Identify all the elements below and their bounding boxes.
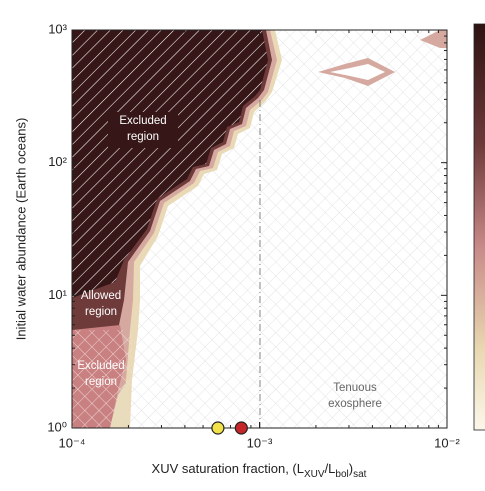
annotation: region bbox=[85, 376, 117, 388]
contour-island bbox=[420, 30, 447, 48]
x-tick-label: 10⁻² bbox=[434, 435, 460, 450]
x-axis-label-part: XUV bbox=[304, 469, 325, 480]
annotation: Excluded bbox=[119, 115, 166, 127]
annotation: exosphere bbox=[328, 398, 382, 410]
x-axis-label-part: ) bbox=[349, 461, 353, 476]
y-tick-label: 10² bbox=[48, 154, 67, 169]
y-tick-label: 10⁰ bbox=[47, 419, 67, 434]
x-tick-label: 10⁻⁴ bbox=[59, 435, 86, 450]
x-axis-label-part: /L bbox=[325, 461, 336, 476]
label-backdrop bbox=[108, 112, 178, 148]
contour-band bbox=[110, 380, 130, 428]
contour-island bbox=[330, 64, 385, 80]
x-tick-label: 10⁻³ bbox=[247, 435, 273, 450]
annotation: Allowed bbox=[81, 290, 121, 302]
annotation: Excluded bbox=[77, 360, 124, 372]
data-point bbox=[211, 421, 225, 435]
annotation: region bbox=[127, 131, 159, 143]
contour-field bbox=[72, 30, 447, 428]
data-point bbox=[234, 421, 248, 435]
x-axis-label-part: XUV saturation fraction, (L bbox=[152, 461, 304, 476]
x-axis-label-part: bol bbox=[335, 469, 348, 480]
x-axis-label-part: sat bbox=[353, 469, 367, 480]
colorbar bbox=[473, 23, 485, 431]
y-tick-label: 10¹ bbox=[48, 287, 67, 302]
x-axis-label: XUV saturation fraction, (LXUV/Lbol)sat bbox=[152, 461, 367, 479]
y-tick-label: 10³ bbox=[48, 21, 67, 36]
annotation: Tenuous bbox=[333, 382, 377, 394]
annotation: region bbox=[85, 306, 117, 318]
excluded-hatch bbox=[72, 30, 268, 298]
y-axis-label: Initial water abundance (Earth oceans) bbox=[13, 118, 28, 341]
